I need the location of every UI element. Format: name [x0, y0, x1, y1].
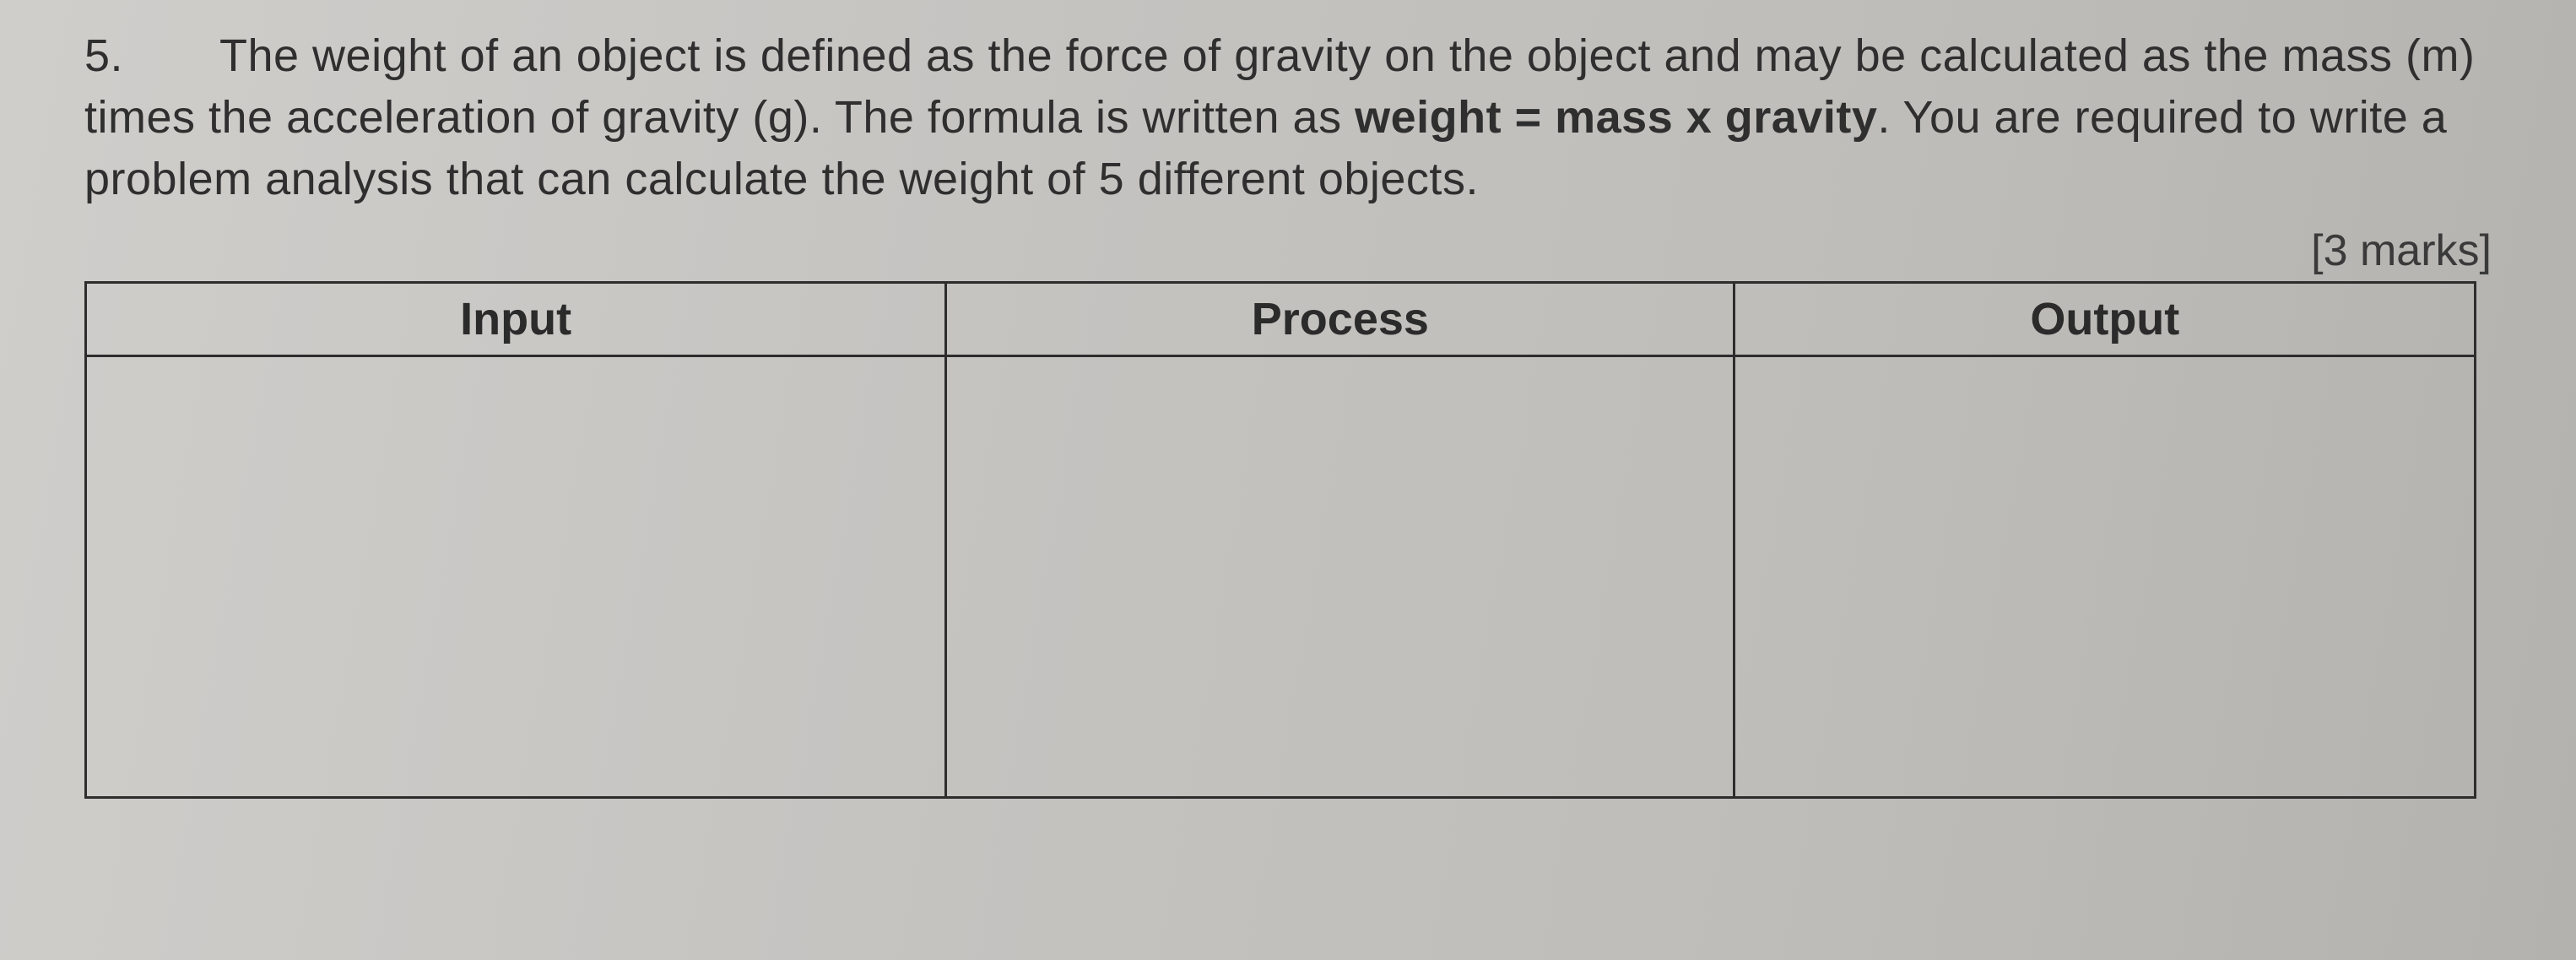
col-header-input: Input	[86, 282, 946, 355]
worksheet-page: 5.The weight of an object is defined as …	[84, 25, 2525, 909]
marks-label: [3 marks]	[84, 225, 2492, 276]
col-header-output: Output	[1734, 282, 2476, 355]
table-header-row: Input Process Output	[86, 282, 2476, 355]
cell-output	[1734, 355, 2476, 797]
cell-input	[86, 355, 946, 797]
col-header-process: Process	[946, 282, 1734, 355]
problem-analysis-table: Input Process Output	[84, 281, 2476, 799]
question-text: 5.The weight of an object is defined as …	[84, 25, 2525, 210]
cell-process	[946, 355, 1734, 797]
question-formula: weight = mass x gravity	[1355, 92, 1877, 143]
question-number: 5.	[84, 25, 219, 87]
table-row	[86, 355, 2476, 797]
